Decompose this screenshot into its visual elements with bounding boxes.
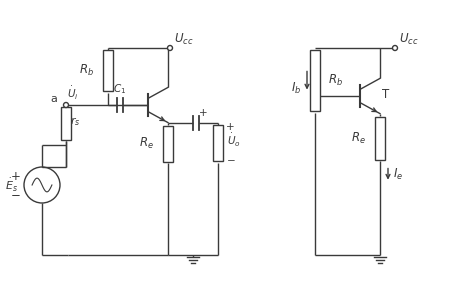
Bar (103, 50, 113, 91)
Text: $U_{cc}$: $U_{cc}$ (174, 32, 193, 47)
Bar (310, 50, 320, 111)
Text: $-$: $-$ (10, 187, 21, 199)
Text: $R_b$: $R_b$ (79, 63, 94, 78)
Bar (163, 126, 173, 161)
Text: $U_{cc}$: $U_{cc}$ (399, 32, 419, 47)
Text: +: + (199, 108, 208, 118)
Text: $\dot{U}_i$: $\dot{U}_i$ (67, 85, 79, 102)
Circle shape (64, 102, 69, 108)
Text: T: T (382, 88, 389, 101)
Text: $\dot{E}_s$: $\dot{E}_s$ (5, 176, 18, 194)
Text: +: + (11, 171, 21, 184)
Bar (213, 125, 223, 161)
Text: $-$: $-$ (226, 154, 236, 164)
Bar (375, 117, 385, 160)
Text: $I_e$: $I_e$ (393, 167, 403, 182)
Text: $R_b$: $R_b$ (328, 73, 343, 88)
Text: $C_1$: $C_1$ (113, 82, 127, 96)
Circle shape (167, 45, 173, 51)
Bar (61, 107, 71, 140)
Text: $R_e$: $R_e$ (139, 136, 154, 151)
Text: $\dot{U}_o$: $\dot{U}_o$ (227, 132, 241, 149)
Text: $R_e$: $R_e$ (351, 131, 366, 146)
Text: $I_b$: $I_b$ (291, 81, 301, 96)
Circle shape (392, 45, 398, 51)
Text: a: a (50, 94, 57, 104)
Text: $r_s$: $r_s$ (70, 115, 81, 128)
Text: +: + (226, 122, 235, 132)
